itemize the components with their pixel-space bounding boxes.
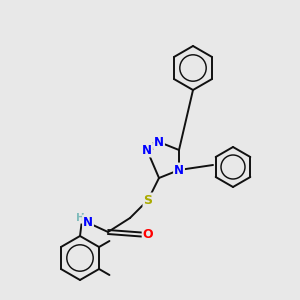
Text: H: H (76, 213, 84, 223)
Text: N: N (142, 143, 152, 157)
Text: N: N (174, 164, 184, 176)
Text: O: O (143, 229, 153, 242)
Text: S: S (143, 194, 152, 206)
Text: N: N (154, 136, 164, 148)
Text: N: N (83, 215, 93, 229)
